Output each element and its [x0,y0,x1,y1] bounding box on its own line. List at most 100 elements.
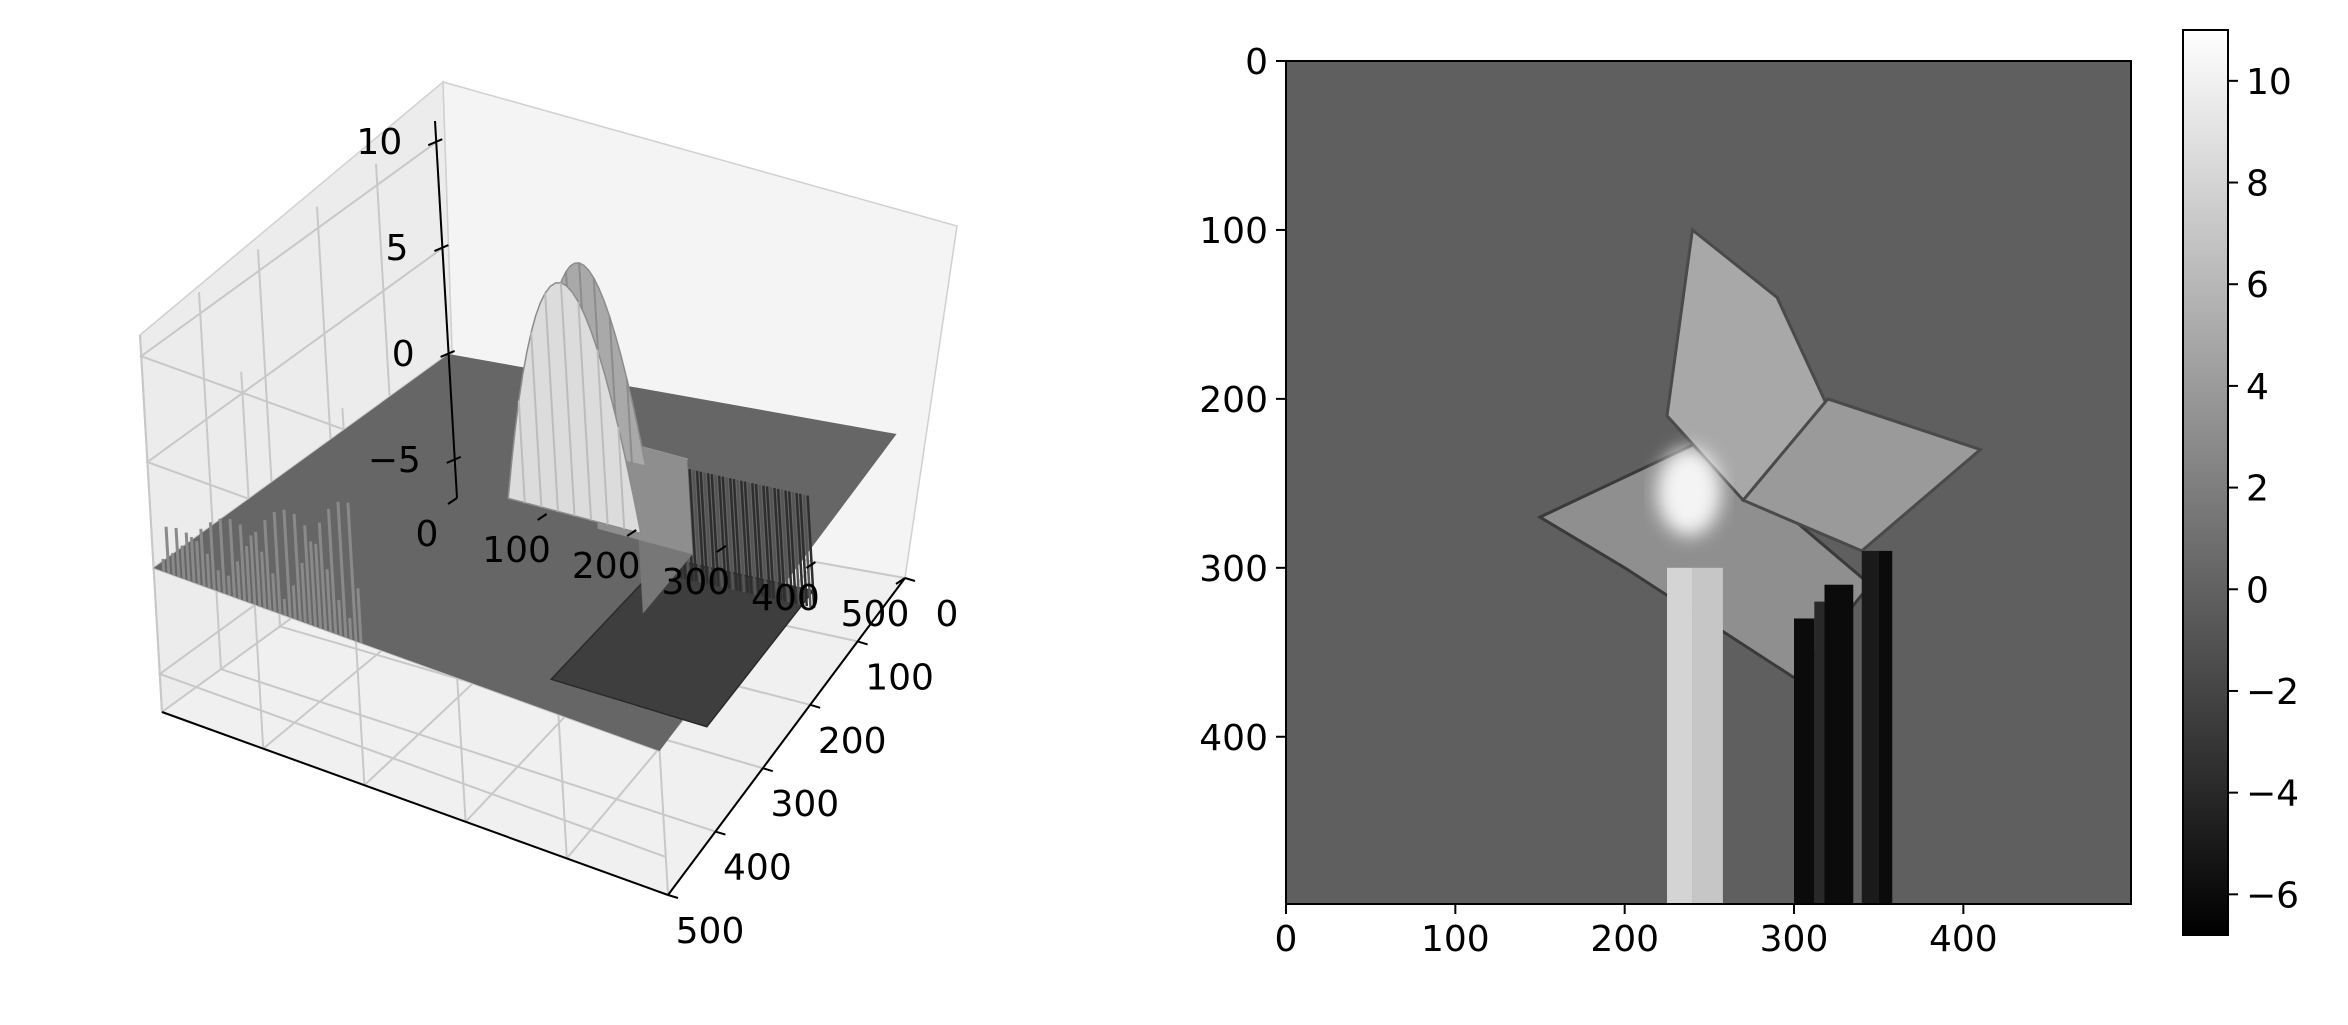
trough-wall-line [703,472,713,585]
surface-mesh-line [517,400,526,503]
surface-ripple [161,558,166,572]
hm-x-tick-label: 0 [1275,919,1298,960]
surface-peak [507,282,642,535]
y-tick-mark [715,830,726,836]
y-tick-mark [809,703,821,709]
trough-wall-line [769,487,779,600]
trough-wall-line [776,488,786,602]
colorbar-tick-label: −4 [2246,774,2299,815]
y-tick-label: 500 [676,911,745,952]
trough-wall-line [780,489,790,603]
trough-wall-line [732,479,742,592]
surface-ripple [171,553,176,576]
surface-mesh-line [617,426,626,530]
y-tick-mark [857,640,868,646]
heatmap-plot: 0 100 200 300 400 0 100 200 300 400 [1199,42,2132,960]
heatmap-stripe [1692,567,1723,904]
trough-wall-line [798,493,809,607]
grid-line-y [220,668,716,833]
surface-ripple [309,541,318,627]
trough-wall-line [699,471,709,585]
heatmap-y-ticks: 0 100 200 300 400 [1199,42,1286,759]
x-tick-label: 0 [416,514,439,555]
surface-ripple [228,519,237,598]
x-tick-label: 400 [751,578,820,619]
surface-ripple [164,526,171,574]
colorbar-gradient [2182,29,2229,936]
y-tick-label: 100 [865,657,934,698]
surface-ripple [325,569,333,633]
surface-ripple [282,509,292,618]
surface-ripple [291,585,297,620]
grid-line-y-wall [139,334,163,713]
z-tick-mark [440,350,455,358]
surface-ripple [249,535,257,605]
x-tick-label: 300 [661,562,730,603]
grid-line-y-wall [198,292,222,670]
hm-y-tick-label: 100 [1199,211,1268,252]
heatmap-x-ticks: 0 100 200 300 400 [1275,904,1998,960]
surface-ripple [326,508,338,634]
surface-ripple [263,519,272,611]
surface-ripple [317,522,328,631]
x-tick-label: 200 [572,546,641,587]
trough-wall-line [773,488,783,601]
trough-wall-line [692,469,702,583]
hm-x-tick-label: 400 [1929,919,1998,960]
heatmap-shape [1536,227,1984,680]
surface-mesh [153,262,897,751]
trough-wall-line [751,483,761,596]
z-axis-line [434,120,458,499]
surface-ripple [244,546,252,603]
trough-wall-line [725,477,735,590]
heatmap-frame [1285,60,2132,905]
trough-wall-line [795,492,805,606]
x-tick-mark [895,577,906,585]
surface-ripple [235,561,242,600]
z-tick-mark [434,244,449,252]
heatmap-stripe [1824,584,1854,904]
surface-mesh-line [544,292,559,512]
colorbar-tick-label: 2 [2246,469,2269,510]
surface-ripple [271,573,277,612]
surface-mesh-line [530,332,543,508]
colorbar-tick-label: 10 [2246,62,2292,103]
trough-wall-line [784,490,794,603]
trough-wall-line [721,476,731,589]
colorbar-tick-label: −6 [2246,875,2299,916]
trough-wall-line [754,483,764,597]
surface-ripple [216,570,221,592]
heatmap-stripes [1667,550,1893,904]
surface-ripple [336,501,348,638]
y-tick-mark [762,767,774,773]
trough-wall-line [762,485,772,598]
surface-mesh-line [625,379,633,463]
y-tick-label: 400 [723,848,792,889]
z-tick-mark [427,138,443,147]
x-tick-mark [805,561,816,569]
heatmap-stripe [1814,601,1825,904]
trough-wall-line [717,475,727,589]
shape-upper [1665,227,1830,503]
shape-highlight [1657,447,1722,536]
x-tick-label: 100 [482,530,551,571]
surface-mesh-line [559,282,576,516]
surface-ripple [300,562,307,623]
trough-wall-line [802,494,812,608]
surface-ripple [314,543,323,629]
surface-ripple [195,541,201,585]
z-tick-mark [446,455,462,464]
heatmap-stripe [1878,550,1893,904]
heatmap-stripe [1794,618,1815,904]
trough-wall-line [787,491,797,604]
surface-ripple [208,522,216,591]
surface-ripple [238,524,247,602]
heatmap-stripe [1861,550,1879,904]
trough-wall-line [747,482,757,595]
surface-ripple [303,525,312,625]
y-tick-label: 0 [936,594,959,635]
z-tick-label: 5 [386,228,409,269]
colorbar-tick-label: 6 [2246,265,2269,306]
heatmap-stripe [1667,567,1693,904]
